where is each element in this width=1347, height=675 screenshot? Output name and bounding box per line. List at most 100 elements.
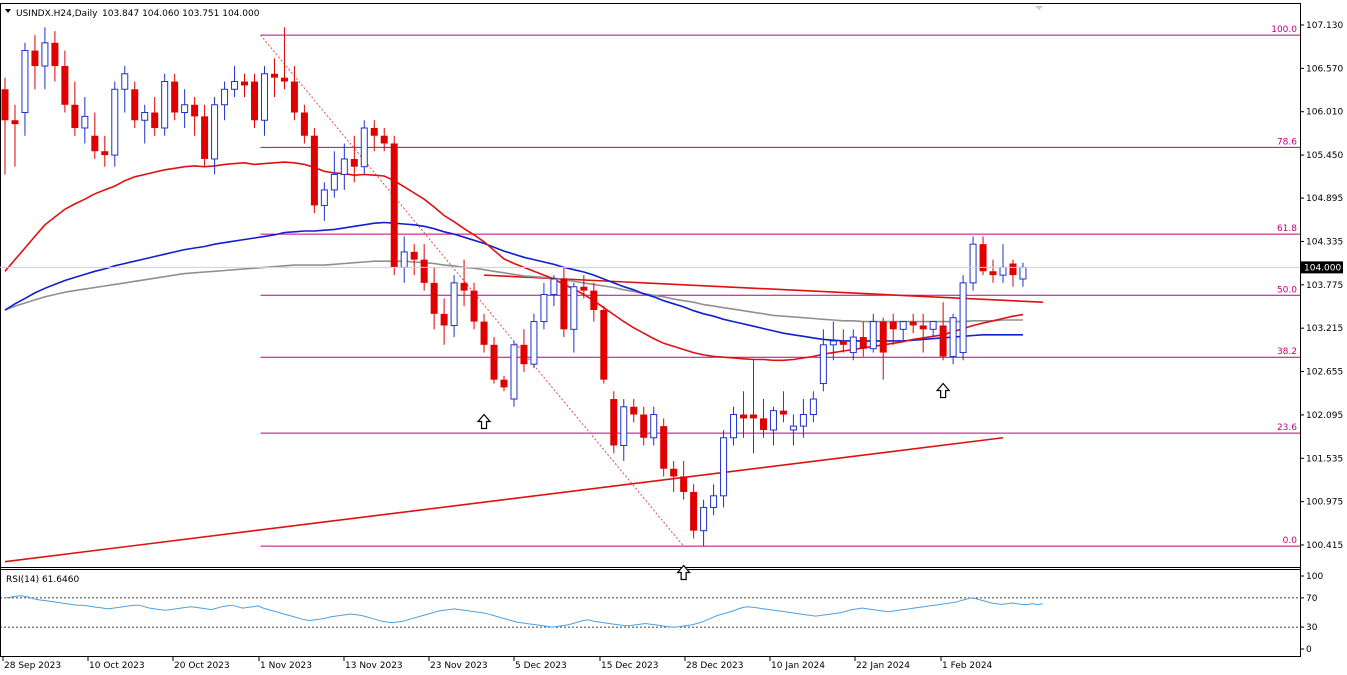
fib-level-label: 100.0 bbox=[1271, 25, 1297, 35]
candle bbox=[370, 120, 378, 152]
candle bbox=[41, 27, 49, 90]
candle bbox=[779, 391, 787, 423]
candle bbox=[290, 66, 298, 121]
candle bbox=[889, 313, 897, 345]
candle bbox=[620, 399, 628, 461]
candle-body bbox=[759, 418, 767, 431]
candle-body bbox=[290, 81, 298, 113]
candle-body bbox=[380, 135, 388, 144]
time-tick-label: 1 Feb 2024 bbox=[942, 661, 993, 671]
candle bbox=[320, 182, 328, 221]
price-tick-label: 102.655 bbox=[1306, 368, 1343, 378]
candle-body bbox=[41, 42, 49, 67]
candle-body bbox=[440, 313, 448, 326]
candle bbox=[480, 313, 488, 353]
candle bbox=[650, 406, 658, 446]
candle bbox=[330, 151, 338, 198]
candle-body bbox=[101, 151, 109, 156]
candle bbox=[430, 267, 438, 330]
candle-body bbox=[21, 50, 29, 114]
candle bbox=[191, 97, 199, 136]
candle-body bbox=[111, 88, 119, 156]
time-tick-label: 13 Nov 2023 bbox=[345, 661, 403, 671]
candle-body bbox=[939, 325, 947, 357]
candle-body bbox=[560, 278, 568, 330]
candle-body bbox=[979, 244, 987, 272]
fib-level-label: 78.6 bbox=[1277, 137, 1297, 147]
candle bbox=[550, 275, 558, 307]
candle-body bbox=[430, 282, 438, 314]
candle bbox=[450, 275, 458, 338]
candle bbox=[231, 66, 239, 98]
candle-body bbox=[530, 321, 538, 365]
candle bbox=[829, 321, 837, 361]
candle-body bbox=[340, 158, 348, 175]
candle-body bbox=[540, 293, 548, 323]
candle-body bbox=[241, 81, 249, 86]
candle-body bbox=[989, 271, 997, 276]
candle bbox=[969, 236, 977, 291]
candle-body bbox=[300, 112, 308, 136]
candle bbox=[241, 73, 249, 98]
candle bbox=[500, 375, 508, 392]
candle-body bbox=[690, 491, 698, 531]
candle bbox=[570, 282, 578, 353]
candle bbox=[610, 391, 618, 454]
candle-body bbox=[310, 135, 318, 206]
candle-body bbox=[260, 73, 268, 121]
candle-body bbox=[550, 278, 558, 295]
candle bbox=[260, 66, 268, 136]
candle-body bbox=[740, 414, 748, 419]
candle bbox=[161, 73, 169, 136]
candle bbox=[909, 313, 917, 334]
candle-body bbox=[620, 406, 628, 446]
candle bbox=[520, 329, 528, 372]
rsi-line bbox=[4, 595, 1043, 628]
trendlines bbox=[4, 274, 1043, 563]
candle bbox=[340, 143, 348, 190]
candlesticks bbox=[1, 27, 1027, 547]
candle-body bbox=[31, 50, 39, 67]
price-tick-label: 107.130 bbox=[1306, 21, 1343, 31]
candle-body bbox=[779, 410, 787, 415]
dropdown-triangle-icon[interactable] bbox=[5, 9, 11, 13]
price-tick-label: 106.570 bbox=[1306, 64, 1343, 74]
price-tick-label: 100.975 bbox=[1306, 498, 1343, 508]
candle-body bbox=[919, 325, 927, 330]
candle bbox=[211, 97, 219, 175]
time-tick-label: 5 Dec 2023 bbox=[515, 661, 567, 671]
candle-body bbox=[320, 189, 328, 206]
candle-body bbox=[121, 73, 129, 90]
candle bbox=[640, 406, 648, 446]
candle-body bbox=[81, 115, 89, 129]
signal-arrows bbox=[476, 382, 951, 581]
candle-body bbox=[730, 414, 738, 439]
fib-level-label: 50.0 bbox=[1277, 285, 1297, 295]
candle-body bbox=[809, 398, 817, 416]
candle bbox=[181, 89, 189, 128]
candle-body bbox=[410, 251, 418, 260]
time-tick-label: 22 Jan 2024 bbox=[856, 661, 910, 671]
candle bbox=[380, 127, 388, 152]
candle bbox=[141, 104, 149, 144]
candle-body bbox=[211, 104, 219, 160]
candle-body bbox=[191, 104, 199, 117]
candle-body bbox=[480, 321, 488, 345]
candle-body bbox=[839, 340, 847, 345]
candle-body bbox=[71, 104, 79, 128]
rsi-panel: 100 70 30 0 bbox=[0, 572, 1323, 655]
candle bbox=[979, 236, 987, 276]
candle-body bbox=[520, 344, 528, 365]
rsi-tick-label: 100 bbox=[1306, 572, 1323, 582]
candle-body bbox=[849, 336, 857, 354]
candle-body bbox=[720, 437, 728, 497]
price-tick-label: 104.335 bbox=[1306, 237, 1343, 247]
candle-body bbox=[151, 112, 159, 128]
up-arrow-icon bbox=[676, 564, 691, 581]
candle-body bbox=[11, 120, 19, 125]
candle bbox=[899, 321, 907, 341]
candle-body bbox=[141, 112, 149, 121]
candle bbox=[11, 104, 19, 167]
candle bbox=[769, 406, 777, 446]
